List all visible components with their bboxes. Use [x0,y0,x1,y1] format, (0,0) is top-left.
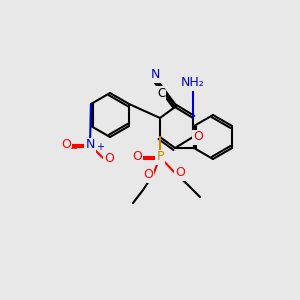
Text: O: O [143,169,153,182]
Text: N: N [150,68,160,82]
Text: O: O [132,151,142,164]
Text: NH₂: NH₂ [181,76,205,89]
Text: O: O [175,167,185,179]
Text: O: O [61,139,71,152]
Text: P: P [156,151,164,164]
Text: −: − [70,144,78,154]
Text: +: + [96,142,104,152]
Text: O: O [104,152,114,164]
Text: N: N [85,139,95,152]
Text: C: C [157,87,165,100]
Text: O: O [193,130,203,143]
